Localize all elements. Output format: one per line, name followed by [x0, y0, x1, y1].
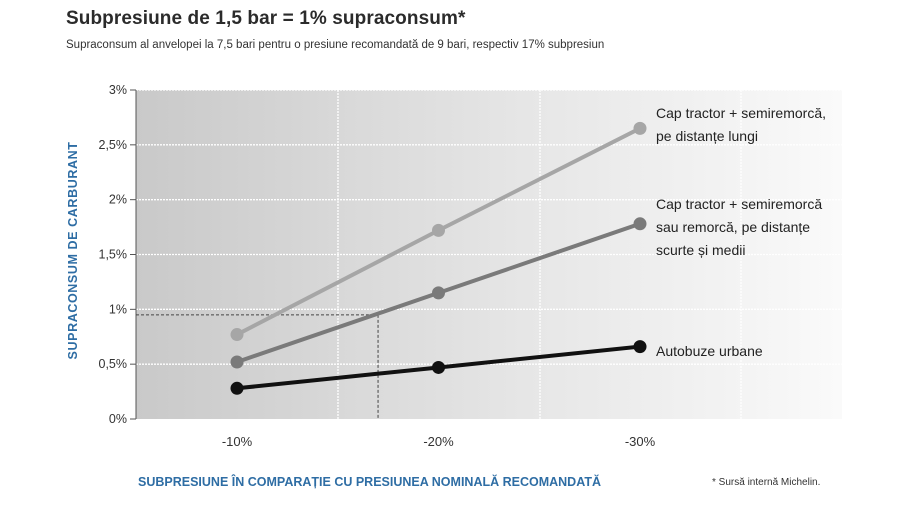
y-tick-label: 3%: [109, 83, 127, 97]
chart-subtitle: Supraconsum al anvelopei la 7,5 bari pen…: [66, 39, 605, 51]
reference-lines: [136, 314, 379, 419]
series-label-2: sau remorcă, pe distanțe: [656, 219, 810, 235]
data-point-s3-3: [633, 340, 647, 354]
source-footnote: * Sursă internă Michelin.: [712, 477, 821, 488]
data-point-s1-1: [230, 328, 244, 342]
data-point-s2-2: [432, 286, 445, 300]
x-axis-label: SUBPRESIUNE ÎN COMPARAȚIE CU PRESIUNEA N…: [138, 475, 601, 489]
y-tick-label: 0,5%: [99, 357, 128, 371]
y-tick-label: 0%: [109, 412, 127, 426]
data-point-s3-2: [432, 360, 445, 374]
axes: [130, 89, 137, 420]
data-point-s2-3: [633, 217, 647, 231]
y-tick-label: 2,5%: [99, 138, 128, 152]
series-label-2: scurte și medii: [656, 242, 745, 258]
grid-lines: [136, 89, 842, 419]
data-point-s1-2: [432, 223, 445, 237]
series-layer: [230, 121, 647, 395]
x-tick-label: -10%: [222, 434, 253, 449]
x-tick-label: -20%: [423, 434, 454, 449]
chart-title: Subpresiune de 1,5 bar = 1% supraconsum*: [66, 8, 466, 29]
series-label-1: pe distanțe lungi: [656, 128, 758, 144]
data-point-s2-1: [230, 355, 244, 369]
series-label-1: Cap tractor + semiremorcă,: [656, 105, 826, 121]
x-tick-label: -30%: [625, 434, 656, 449]
series-label-3: Autobuze urbane: [656, 343, 763, 359]
y-tick-label: 1%: [109, 302, 127, 316]
y-tick-label: 2%: [109, 193, 127, 207]
y-axis-label: SUPRACONSUM DE CARBURANT: [66, 142, 80, 360]
label-layer: 0% 0,5% 1% 1,5% 2% 2,5% 3% -10% -20% -30% SUPRACON…: [66, 83, 826, 449]
data-point-s3-1: [230, 381, 244, 395]
y-tick-label: 1,5%: [99, 248, 128, 262]
series-label-2: Cap tractor + semiremorcă: [656, 196, 822, 212]
data-point-s1-3: [633, 121, 647, 135]
